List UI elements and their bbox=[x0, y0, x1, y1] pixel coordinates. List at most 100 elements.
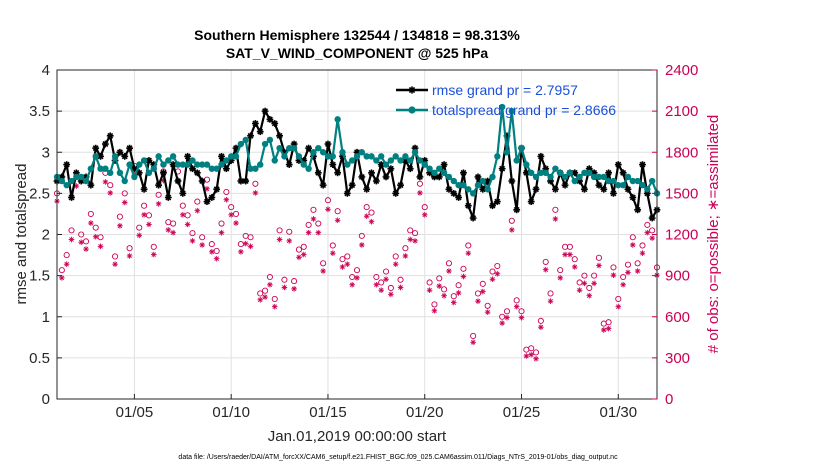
possible-obs-point bbox=[373, 273, 380, 281]
rmse-point bbox=[639, 161, 646, 168]
possible-obs-point bbox=[489, 268, 496, 275]
x-axis-label: Jan.01,2019 00:00:00 start bbox=[268, 428, 447, 445]
totalspread-point bbox=[140, 157, 148, 164]
totalspread-point bbox=[107, 169, 114, 177]
assimilated-obs-point bbox=[359, 242, 365, 248]
possible-obs-point bbox=[479, 280, 486, 287]
y-right-tick-label: 1500 bbox=[665, 185, 698, 202]
totalspread-point bbox=[566, 169, 574, 177]
rmse-point bbox=[247, 132, 254, 140]
assimilated-obs-point bbox=[450, 299, 457, 306]
y-axis-right-label: # of obs: o=possible; ∗=assimilated bbox=[705, 115, 722, 354]
rmse-point bbox=[435, 173, 443, 181]
rmse-point bbox=[193, 169, 201, 177]
possible-obs-point bbox=[639, 242, 646, 249]
assimilated-obs-point bbox=[257, 297, 264, 303]
rmse-point bbox=[614, 161, 622, 168]
y-left-tick-label: 1 bbox=[42, 309, 50, 326]
rmse-point bbox=[440, 161, 448, 168]
totalspread-point bbox=[416, 157, 424, 164]
totalspread-point bbox=[77, 173, 85, 181]
legend-rmse-star bbox=[408, 86, 416, 94]
possible-obs-point bbox=[92, 224, 99, 231]
assimilated-obs-point bbox=[605, 325, 612, 332]
y-left-tick-label: 0.5 bbox=[29, 350, 50, 367]
rmse-point bbox=[392, 189, 400, 197]
totalspread-point bbox=[189, 157, 196, 164]
assimilated-obs-point bbox=[189, 238, 196, 244]
possible-obs-point bbox=[199, 234, 206, 241]
rmse-point bbox=[464, 202, 472, 210]
possible-obs-point bbox=[620, 273, 627, 281]
assimilated-obs-point bbox=[194, 207, 201, 214]
y-left-tick-label: 2 bbox=[42, 227, 50, 244]
assimilated-obs-point bbox=[513, 303, 520, 310]
possible-obs-point bbox=[465, 242, 472, 249]
totalspread-point bbox=[213, 165, 220, 172]
totalspread-point bbox=[305, 165, 312, 172]
totalspread-point bbox=[431, 169, 438, 177]
rmse-point bbox=[140, 185, 148, 193]
assimilated-obs-point bbox=[305, 229, 312, 236]
assimilated-obs-point bbox=[634, 268, 641, 274]
y-right-tick-label: 1200 bbox=[665, 227, 698, 244]
assimilated-obs-point bbox=[354, 275, 360, 281]
totalspread-point bbox=[174, 161, 182, 168]
totalspread-point bbox=[421, 161, 428, 168]
possible-obs-point bbox=[150, 243, 157, 250]
assimilated-obs-point bbox=[150, 251, 157, 258]
totalspread-point bbox=[508, 107, 516, 115]
assimilated-obs-point bbox=[426, 287, 433, 294]
assimilated-obs-point bbox=[518, 314, 525, 321]
rmse-point bbox=[571, 169, 579, 177]
rmse-point bbox=[285, 161, 293, 168]
assimilated-obs-point bbox=[378, 287, 384, 294]
assimilated-obs-point bbox=[325, 206, 331, 213]
totalspread-point bbox=[542, 169, 549, 177]
totalspread-point bbox=[629, 177, 637, 185]
y-right-tick-label: 0 bbox=[665, 391, 673, 408]
series-lines bbox=[53, 103, 661, 222]
totalspread-point bbox=[455, 181, 462, 189]
possible-obs-point bbox=[494, 262, 501, 270]
assimilated-obs-point bbox=[121, 199, 128, 206]
possible-obs-point bbox=[136, 224, 143, 231]
possible-obs-point bbox=[387, 284, 394, 292]
assimilated-obs-point bbox=[102, 179, 109, 185]
possible-obs-point bbox=[431, 301, 438, 308]
totalspread-point bbox=[344, 161, 351, 168]
totalspread-point bbox=[440, 169, 448, 177]
chart-title-line1: Southern Hemisphere 132544 / 134818 = 98… bbox=[194, 27, 520, 43]
assimilated-obs-point bbox=[373, 281, 380, 288]
rmse-point bbox=[368, 169, 375, 177]
totalspread-point bbox=[160, 161, 167, 168]
y-left-tick-label: 0 bbox=[42, 391, 50, 408]
totalspread-point bbox=[377, 153, 385, 160]
assimilated-obs-point bbox=[407, 236, 414, 243]
assimilated-obs-point bbox=[649, 235, 655, 241]
assimilated-obs-point bbox=[489, 276, 496, 283]
assimilated-obs-point bbox=[281, 284, 288, 291]
possible-obs-point bbox=[194, 198, 201, 205]
rmse-point bbox=[218, 152, 225, 160]
assimilated-obs-point bbox=[88, 220, 94, 226]
rmse-point bbox=[256, 128, 264, 136]
rmse-point bbox=[363, 185, 371, 193]
totalspread-point bbox=[595, 173, 603, 181]
assimilated-obs-point bbox=[286, 238, 293, 244]
possible-obs-point bbox=[266, 273, 273, 281]
possible-obs-point bbox=[97, 234, 104, 241]
assimilated-obs-point bbox=[562, 251, 568, 258]
rmse-point bbox=[334, 169, 342, 177]
assimilated-obs-point bbox=[383, 276, 389, 283]
y-left-tick-label: 2.5 bbox=[29, 185, 50, 202]
assimilated-obs-point bbox=[209, 249, 215, 255]
rmse-point bbox=[179, 189, 187, 197]
possible-obs-point bbox=[358, 232, 365, 239]
possible-obs-point bbox=[595, 254, 602, 261]
y-left-tick-label: 3 bbox=[42, 144, 50, 161]
assimilated-obs-point bbox=[402, 253, 409, 259]
possible-obs-point bbox=[455, 282, 462, 289]
possible-obs-point bbox=[566, 243, 573, 250]
totalspread-point bbox=[590, 173, 598, 181]
